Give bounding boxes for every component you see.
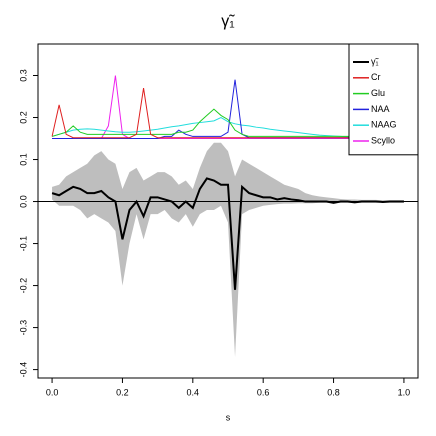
y-tick-label: 0.0 [18,195,28,208]
series-line [51,177,404,290]
chart-title: γ̃₁ [221,13,235,30]
x-tick-label: 0.2 [116,387,129,397]
y-tick-label: -0.4 [18,362,28,378]
x-tick-label: 1.0 [398,387,411,397]
y-tick-label: -0.1 [18,236,28,252]
legend-label: γ̃₁ [371,56,380,66]
series-line [51,108,404,137]
legend-label: NAAG [371,120,397,130]
plot-frame [37,43,419,379]
series-line [52,75,404,140]
legend-label: Scyllo [371,135,395,145]
y-tick-label: 0.2 [18,111,28,124]
x-tick-label: 0.6 [257,387,270,397]
legend-label: Cr [371,72,381,82]
y-tick-label: -0.2 [18,278,28,294]
x-axis-label: s [226,412,231,422]
x-tick-label: 0.0 [46,387,59,397]
legend-label: NAA [371,104,390,114]
y-tick-label: 0.1 [18,153,28,166]
confidence-band [52,142,404,357]
y-tick-label: 0.3 [18,69,28,82]
x-tick-label: 0.8 [327,387,340,397]
legend-label: Glu [371,88,385,98]
y-tick-label: -0.3 [18,320,28,336]
x-tick-label: 0.4 [187,387,200,397]
series-line [51,88,404,139]
